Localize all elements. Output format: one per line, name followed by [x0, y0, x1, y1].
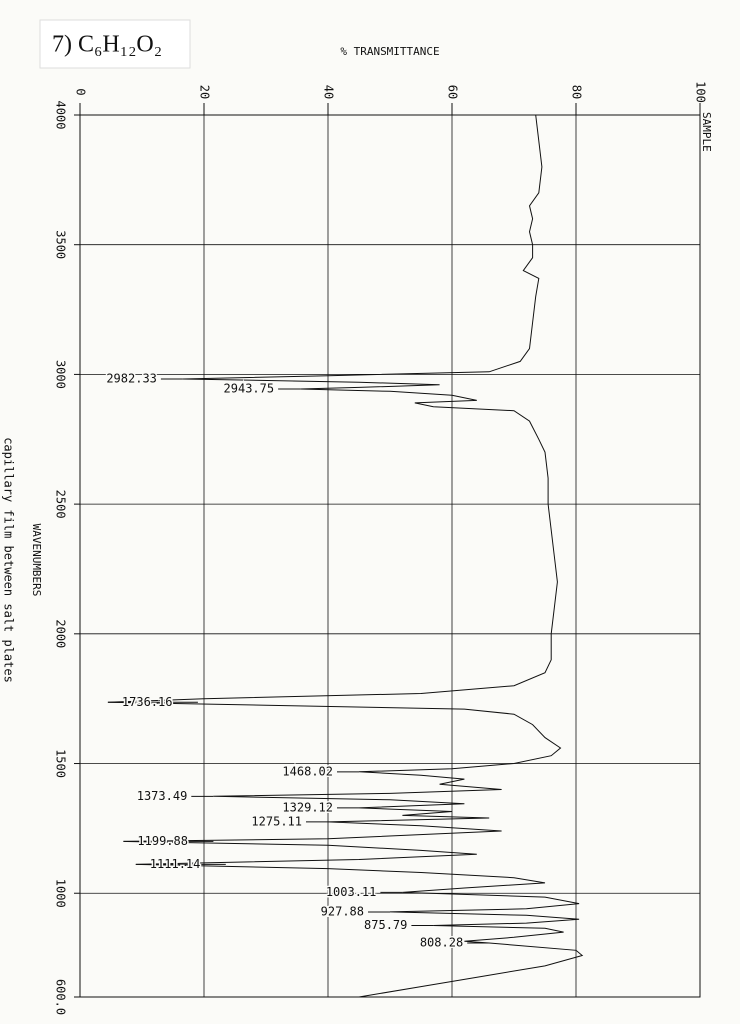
- annotation-label: 1003.11: [326, 885, 377, 899]
- annotation-label: 1111.14: [150, 857, 201, 871]
- x-tick-label: 1000: [54, 879, 68, 908]
- annotation-label: 1468.02: [282, 764, 333, 778]
- y-tick-label: 0: [74, 88, 88, 95]
- series-label: SAMPLE: [700, 112, 713, 152]
- annotation-label: 808.28: [420, 935, 463, 949]
- y-tick-label: 20: [198, 85, 212, 99]
- annotation-label: 927.88: [321, 904, 364, 918]
- y-tick-label: 100: [694, 81, 708, 103]
- y-tick-label: 40: [322, 85, 336, 99]
- x-tick-label: 1500: [54, 749, 68, 778]
- spectrum-line: [107, 114, 584, 998]
- annotation-label: 875.79: [364, 918, 407, 932]
- annotation-label: 2943.75: [224, 382, 275, 396]
- x-tick-label: 600.0: [54, 979, 68, 1015]
- annotation-label: 2982.33: [106, 371, 157, 385]
- x-tick-label: 2000: [54, 619, 68, 648]
- x-axis-label: WAVENUMBERS: [30, 524, 43, 597]
- note: capillary film between salt plates: [2, 437, 16, 683]
- annotation-label: 1736.16: [122, 695, 173, 709]
- x-tick-label: 3000: [54, 360, 68, 389]
- x-tick-label: 3500: [54, 230, 68, 259]
- annotation-label: 1275.11: [251, 814, 302, 828]
- x-tick-label: 4000: [54, 101, 68, 130]
- compound-label: 7) C₆H₁₂O₂: [52, 32, 162, 58]
- y-tick-label: 60: [446, 85, 460, 99]
- y-tick-label: 80: [570, 85, 584, 99]
- x-tick-label: 2500: [54, 490, 68, 519]
- annotation-label: 1373.49: [137, 789, 188, 803]
- chart-title: % TRANSMITTANCE: [340, 45, 439, 58]
- annotation-label: 1329.12: [282, 800, 333, 814]
- label-box: [39, 19, 191, 69]
- annotation-label: 1199.88: [137, 834, 188, 848]
